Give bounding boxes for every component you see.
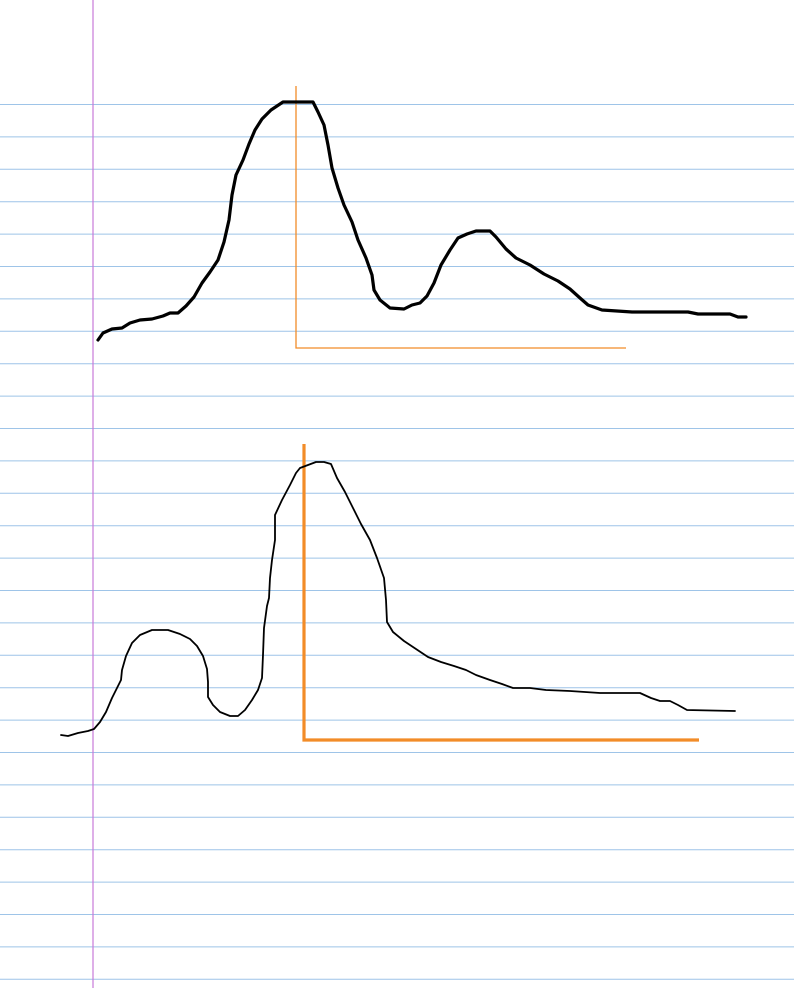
ruled-lines (0, 104, 794, 980)
sketch-bottom (60, 444, 736, 742)
curve-bottom (60, 461, 736, 737)
curve-top (96, 100, 748, 342)
sketch-top (96, 86, 748, 349)
axis-bottom (302, 444, 699, 742)
axis-top (295, 86, 626, 349)
